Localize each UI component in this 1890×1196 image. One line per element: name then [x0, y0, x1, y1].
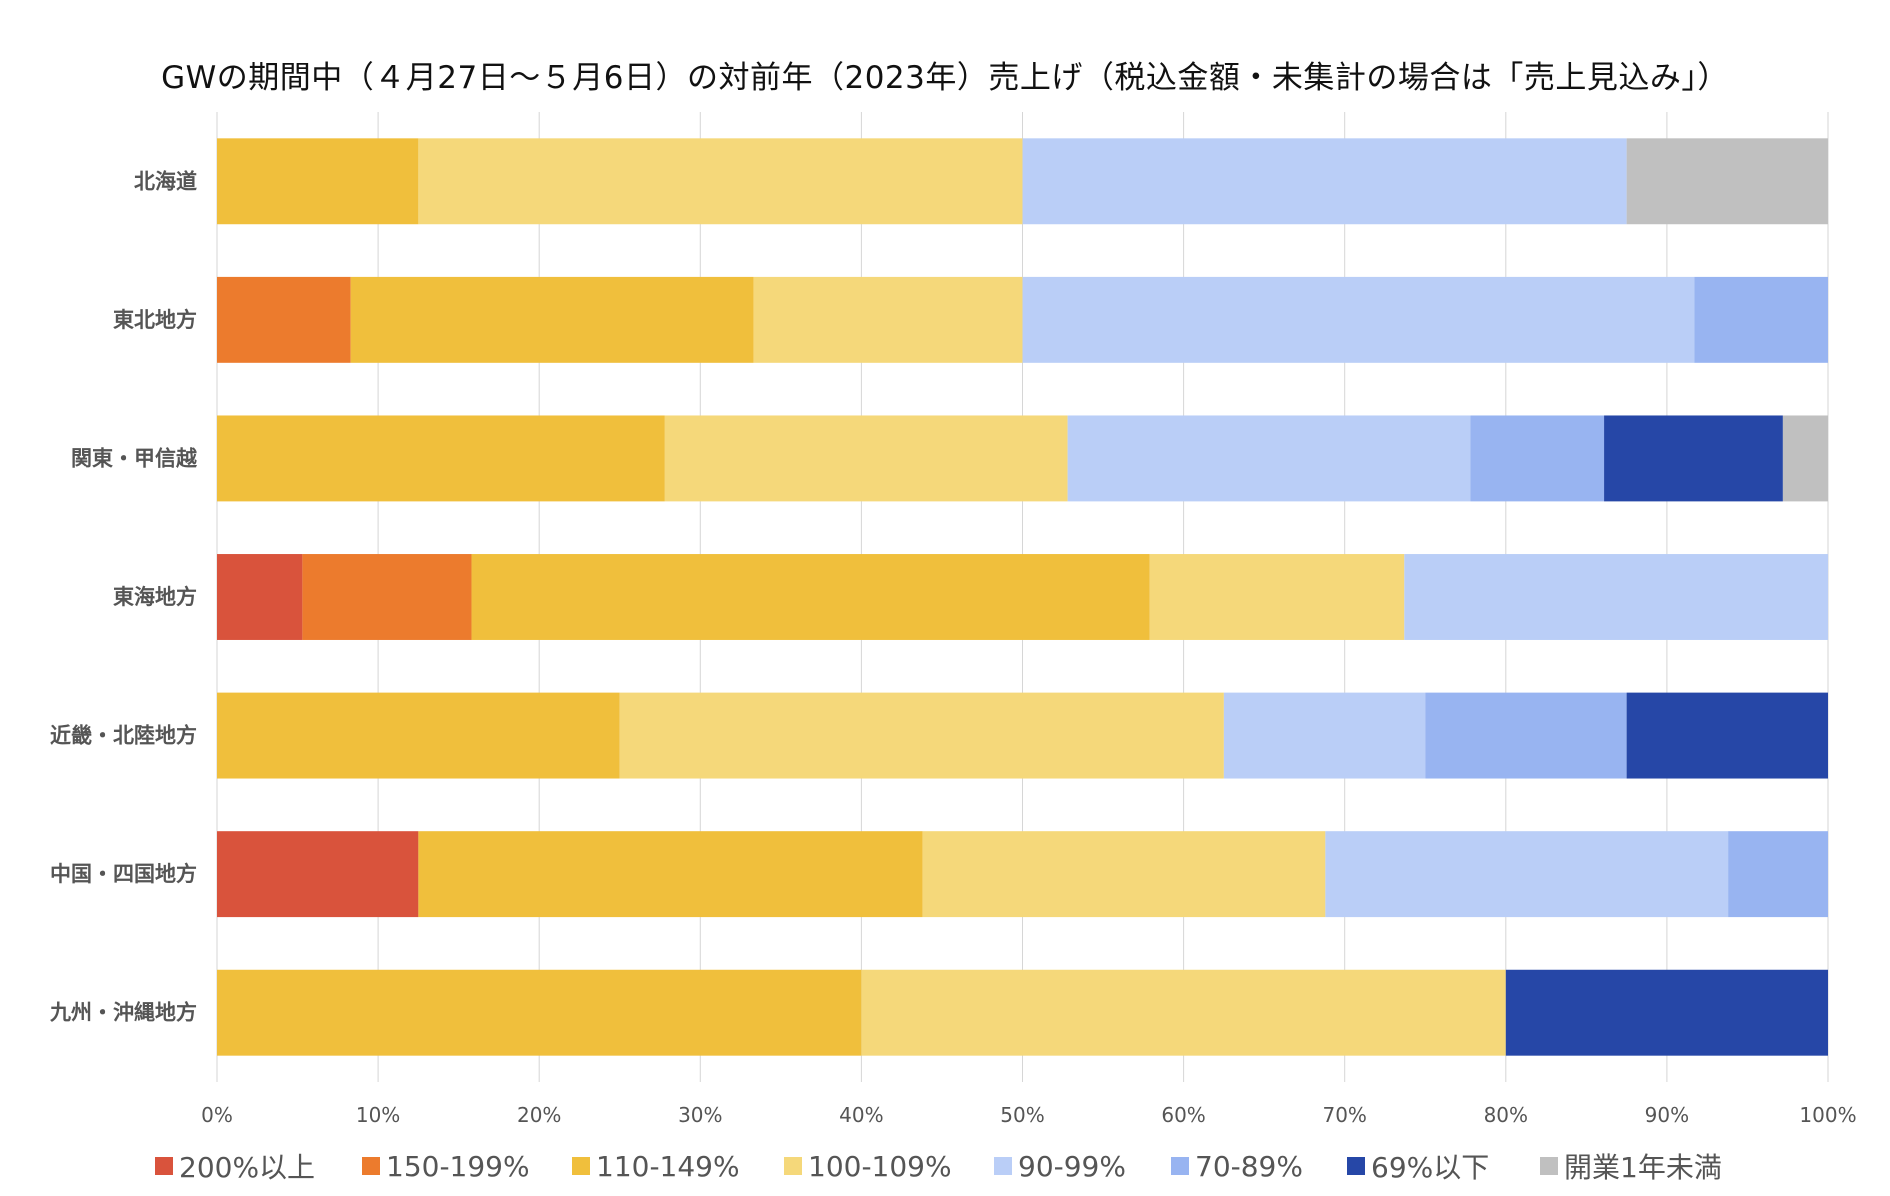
legend: 200%以上 150-199% 110-149% 100-109% 90-99% 70-8… — [0, 1143, 1890, 1189]
bar-segment — [350, 276, 754, 363]
bar-segment — [1604, 415, 1783, 502]
legend-label: 150-199% — [386, 1149, 530, 1183]
bar-segment — [1022, 138, 1627, 225]
category-label: 中国・四国地方 — [50, 862, 197, 886]
legend-label: 69%以下 — [1371, 1151, 1490, 1184]
bar-segment — [217, 415, 665, 502]
bar-segment — [1626, 692, 1828, 779]
legend-label: 70-89% — [1195, 1149, 1303, 1183]
category-label: 関東・甲信越 — [71, 446, 198, 470]
bar-segment — [418, 138, 1023, 225]
legend-item: 100-109% — [784, 1143, 952, 1189]
legend-item: 110-149% — [572, 1143, 740, 1189]
legend-swatch — [572, 1157, 590, 1175]
bar-segment — [471, 554, 1150, 640]
legend-item: 70-89% — [1171, 1143, 1303, 1189]
category-label: 東海地方 — [113, 585, 197, 609]
legend-label: 200%以上 — [179, 1151, 316, 1184]
bar-segment — [1782, 415, 1828, 502]
bar-segment — [217, 276, 351, 363]
bar-segment — [1728, 831, 1828, 918]
bar-segment — [1067, 415, 1471, 502]
x-tick-label: 100% — [1799, 1103, 1856, 1127]
bar-segment — [1022, 276, 1695, 363]
category-label: 北海道 — [134, 169, 197, 193]
bar-segment — [753, 276, 1023, 363]
x-tick-label: 50% — [1000, 1103, 1044, 1127]
bar-segment — [418, 831, 923, 918]
bar-segment — [861, 969, 1506, 1056]
bar-segment — [1505, 969, 1828, 1056]
x-tick-label: 80% — [1484, 1103, 1528, 1127]
category-label: 近畿・北陸地方 — [50, 724, 197, 748]
legend-swatch — [784, 1157, 802, 1175]
bar-segment — [1404, 554, 1828, 640]
category-label: 九州・沖縄地方 — [49, 1001, 197, 1025]
x-tick-label: 70% — [1322, 1103, 1366, 1127]
bar-segment — [217, 692, 620, 779]
x-tick-label: 0% — [201, 1103, 233, 1127]
legend-label: 90-99% — [1018, 1149, 1126, 1183]
bar-segment — [664, 415, 1068, 502]
chart-title: GWの期間中（４月27日〜５月6日）の対前年（2023年）売上げ（税込金額・未集… — [161, 60, 1729, 96]
legend-swatch — [362, 1157, 380, 1175]
x-tick-label: 20% — [517, 1103, 561, 1127]
legend-swatch — [1171, 1157, 1189, 1175]
bar-segment — [1626, 138, 1828, 225]
bar-segment — [217, 969, 862, 1056]
legend-swatch — [1540, 1157, 1558, 1175]
category-label: 東北地方 — [113, 308, 197, 332]
bar-segment — [619, 692, 1224, 779]
x-tick-label: 10% — [356, 1103, 400, 1127]
legend-item: 開業1年未満 — [1540, 1143, 1722, 1189]
legend-swatch — [155, 1157, 173, 1175]
legend-label: 100-109% — [808, 1149, 952, 1183]
bar-segment — [1694, 276, 1828, 363]
legend-label: 開業1年未満 — [1564, 1151, 1722, 1184]
legend-swatch — [994, 1157, 1012, 1175]
bars — [217, 138, 1828, 1056]
legend-item: 150-199% — [362, 1143, 530, 1189]
bar-segment — [217, 831, 419, 918]
x-tick-label: 60% — [1161, 1103, 1205, 1127]
bar-segment — [1149, 554, 1405, 640]
bar-segment — [217, 554, 303, 640]
legend-item: 90-99% — [994, 1143, 1126, 1189]
bar-segment — [1470, 415, 1605, 502]
legend-swatch — [1347, 1157, 1365, 1175]
x-tick-label: 40% — [839, 1103, 883, 1127]
bar-segment — [1223, 692, 1426, 779]
x-tick-label: 30% — [678, 1103, 722, 1127]
bar-segment — [302, 554, 472, 640]
legend-label: 110-149% — [596, 1149, 740, 1183]
legend-item: 200%以上 — [155, 1143, 315, 1189]
bar-segment — [217, 138, 419, 225]
x-axis-ticks: 0% 10% 20% 30% 40% 50% 60% 70% 80% 90% 100% — [201, 1103, 1856, 1127]
x-tick-label: 90% — [1645, 1103, 1689, 1127]
bar-segment — [1325, 831, 1729, 918]
bar-segment — [922, 831, 1326, 918]
legend-item: 69%以下 — [1347, 1143, 1489, 1189]
bar-segment — [1425, 692, 1627, 779]
